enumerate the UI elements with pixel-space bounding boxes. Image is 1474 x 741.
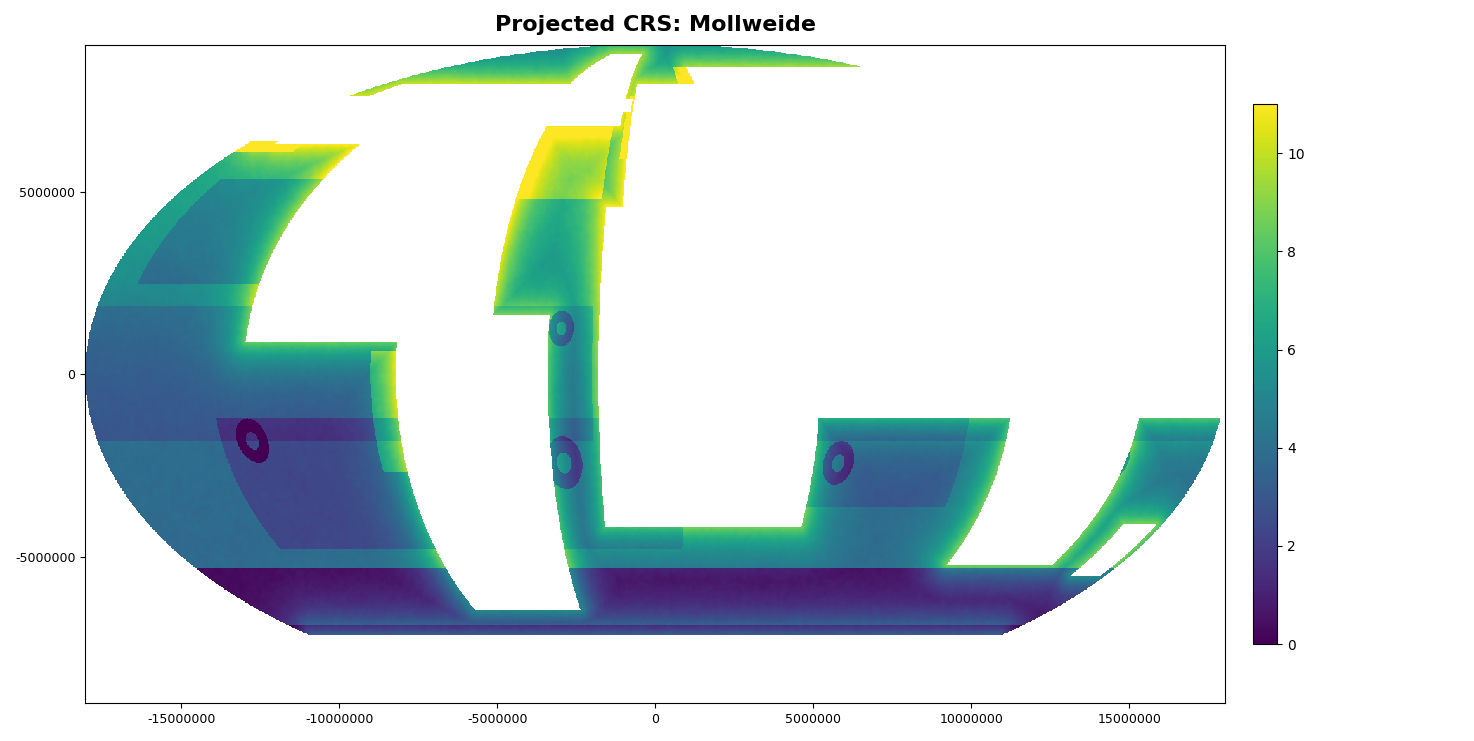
Title: Projected CRS: Mollweide: Projected CRS: Mollweide bbox=[495, 15, 815, 35]
